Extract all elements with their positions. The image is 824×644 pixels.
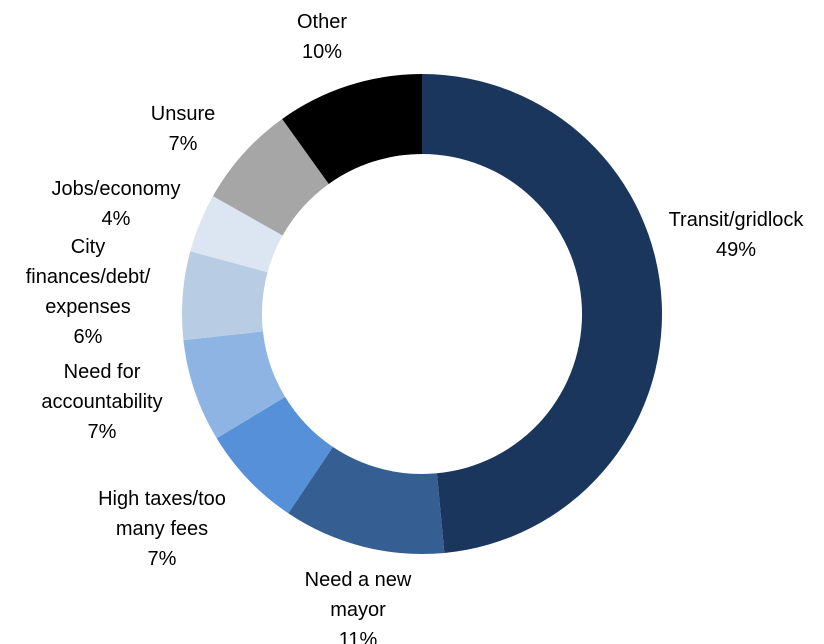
slice-label-5: City finances/debt/expenses 6% [26,236,151,348]
donut-slice-3 [216,396,333,514]
slice-label-4: Need for accountability 7% [41,361,162,443]
slice-labels: Transit/gridlock 49% Need a new mayor 11% Hig… [26,11,805,644]
donut-slice-8 [282,74,422,184]
donut-slices [182,74,663,555]
slice-label-6: Jobs/economy 4% [52,178,181,230]
donut-slice-5 [182,251,268,341]
slice-label-3: High taxes/too many fees 7% [98,488,226,570]
donut-slice-2 [288,446,445,555]
slice-label-8: Other 10% [297,11,347,63]
donut-slice-1 [422,74,663,553]
slice-label-2: Need a new mayor 11% [305,569,412,644]
slice-label-1: Transit/gridlock 49% [669,209,805,261]
slice-label-7: Unsure 7% [151,103,215,155]
donut-slice-6 [190,196,283,273]
donut-slice-4 [183,331,286,439]
donut-slice-7 [212,118,329,236]
